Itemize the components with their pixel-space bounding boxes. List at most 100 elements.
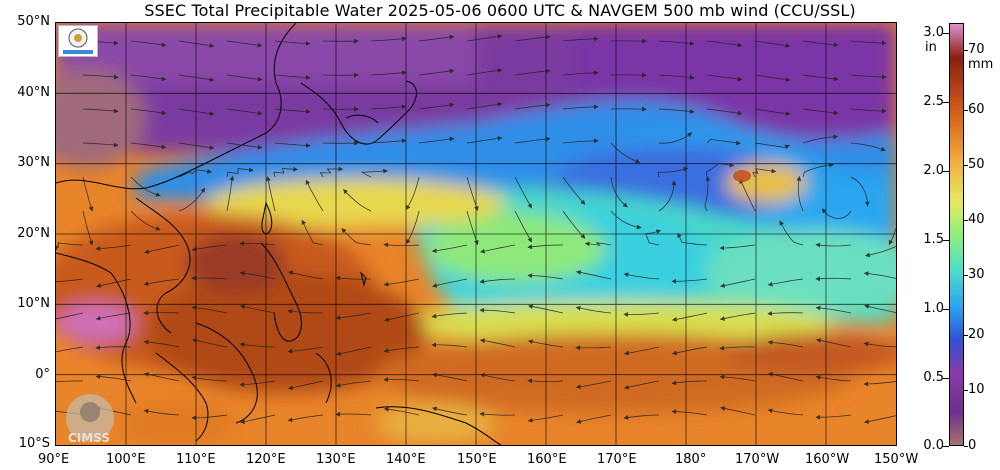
wind-streamline	[335, 380, 372, 388]
wind-streamline	[431, 406, 468, 416]
wind-streamline	[623, 380, 660, 390]
wind-streamline	[720, 406, 756, 416]
wind-streamline	[287, 270, 324, 280]
wind-streamline	[479, 307, 516, 314]
wind-streamline	[178, 40, 215, 48]
wind-streamline	[576, 270, 612, 280]
cb-tick-mm-3	[964, 220, 968, 221]
wind-streamline	[584, 241, 612, 247]
wind-streamline	[767, 340, 804, 348]
wind-streamline	[405, 176, 420, 211]
wind-streamline	[850, 108, 887, 114]
wind-streamline	[514, 176, 532, 209]
lat-label-10s: 10°S	[18, 436, 50, 451]
wind-streamline	[226, 74, 263, 82]
wind-streamline	[658, 108, 695, 114]
wind-streamline	[130, 74, 167, 82]
chart-title: SSEC Total Precipitable Water 2025-05-06…	[0, 1, 1000, 20]
wind-streamline	[335, 275, 372, 281]
wind-streamline	[610, 176, 628, 208]
cb-in-1-0: 1.0	[923, 301, 944, 316]
wind-streamline	[82, 108, 119, 114]
wind-streamline	[191, 244, 228, 252]
lon-label-120e: 120°E	[246, 452, 286, 467]
wind-streamline	[418, 68, 455, 76]
wind-streamline	[705, 162, 735, 178]
wind-streamline	[130, 108, 167, 116]
cb-tick-in-1	[943, 102, 949, 103]
wind-streamline	[360, 168, 388, 178]
wind-streamline	[82, 176, 94, 212]
wind-streamline	[815, 276, 852, 282]
wind-streamline	[815, 375, 852, 382]
wind-streamline	[610, 142, 641, 164]
cb-mm-40: 40	[968, 212, 985, 227]
wind-streamline	[466, 102, 503, 110]
wind-streamline	[623, 272, 660, 280]
wind-streamline	[82, 74, 119, 80]
wind-streamline	[658, 132, 693, 144]
wind-streamline	[226, 108, 263, 116]
lon-label-150e: 150°E	[457, 452, 497, 467]
wind-streamline	[576, 414, 612, 424]
wind-streamline	[95, 374, 132, 382]
wind-streamline	[865, 245, 896, 258]
cb-tick-in-0	[943, 33, 949, 34]
wind-streamline	[239, 270, 276, 280]
lon-label-90e: 90°E	[38, 452, 70, 467]
lon-label-160e: 160°E	[527, 452, 567, 467]
map-canvas[interactable]	[56, 23, 896, 445]
wind-streamline	[336, 346, 372, 356]
lat-label-30n: 30°N	[17, 155, 50, 170]
wind-streamline	[178, 74, 215, 82]
wind-streamline	[466, 136, 503, 144]
wind-streamline	[562, 210, 586, 239]
wind-streamline	[754, 74, 791, 82]
cb-tick-in-5	[943, 378, 949, 379]
wind-streamline	[706, 108, 743, 116]
wind-streamline	[383, 377, 420, 382]
wind-streamline	[719, 312, 756, 321]
wind-streamline	[514, 136, 551, 144]
cb-tick-in-2	[943, 171, 949, 172]
wind-streamline	[671, 278, 708, 284]
wind-streamline	[719, 244, 756, 251]
wind-streamline	[226, 175, 235, 212]
wind-streamline	[767, 311, 804, 316]
wind-streamline	[704, 176, 711, 212]
wind-streamline	[384, 312, 420, 322]
wind-streamline	[863, 271, 896, 279]
wind-streamline	[719, 374, 756, 382]
wind-streamline	[671, 380, 707, 386]
moisture-spot	[733, 170, 751, 182]
wind-streamline	[575, 345, 612, 351]
wind-streamline	[383, 406, 420, 416]
wind-streamline	[239, 380, 276, 387]
cb-in-0-0: 0.0	[923, 438, 944, 453]
wind-streamline	[720, 278, 756, 288]
lon-label-170e: 170°E	[597, 452, 637, 467]
tpw-map[interactable]	[55, 22, 897, 446]
wind-streamline	[287, 414, 324, 423]
wind-streamline	[479, 278, 516, 284]
wind-streamline	[514, 34, 551, 42]
wind-streamline	[802, 74, 839, 82]
cb-tick-mm-5	[964, 335, 968, 336]
wind-streamline	[274, 40, 311, 46]
wind-streamline	[405, 210, 420, 245]
lat-label-50n: 50°N	[17, 14, 50, 29]
wind-streamline	[239, 304, 276, 314]
wind-streamline	[479, 372, 516, 382]
lon-label-180: 180°	[675, 452, 707, 467]
lon-label-110e: 110°E	[176, 452, 216, 467]
wind-streamline	[815, 305, 852, 314]
wind-streamline	[802, 40, 839, 48]
wind-streamline	[479, 338, 516, 348]
wind-streamline	[562, 138, 599, 144]
wind-streamline	[863, 341, 896, 348]
wind-streamline	[226, 167, 254, 178]
wind-streamline	[754, 142, 790, 150]
wind-streamline	[431, 312, 468, 319]
wind-streamline	[466, 176, 479, 212]
wind-streamline	[96, 278, 132, 288]
